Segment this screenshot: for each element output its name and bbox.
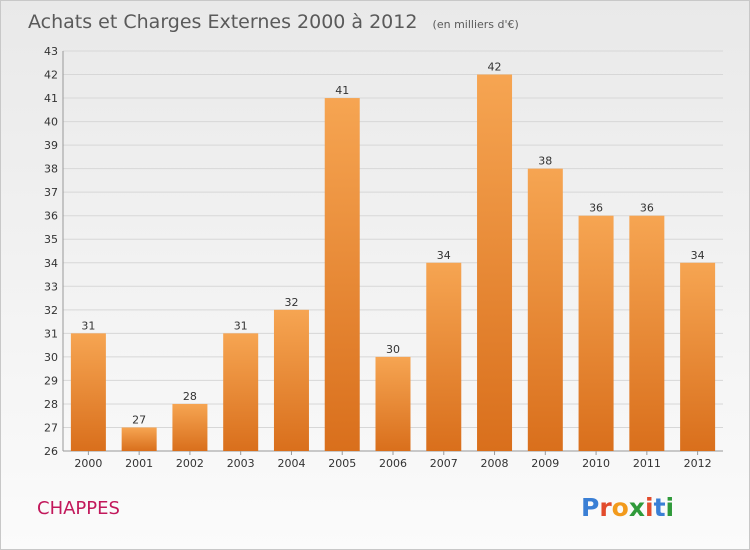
data-label-2006: 30 xyxy=(386,343,400,356)
logo-letter: i xyxy=(666,493,675,522)
chart-title: Achats et Charges Externes 2000 à 2012 xyxy=(28,11,417,33)
logo-letter: i xyxy=(645,493,654,522)
bar-2009 xyxy=(527,168,563,451)
data-label-2000: 31 xyxy=(81,319,95,332)
bar-2006 xyxy=(375,356,411,451)
x-tick-label-2005: 2005 xyxy=(328,457,356,470)
x-tick-label-2011: 2011 xyxy=(633,457,661,470)
x-tick-label-2009: 2009 xyxy=(531,457,559,470)
y-tick-label: 40 xyxy=(44,116,58,129)
logo-letter: o xyxy=(612,493,629,522)
x-tick-label-2001: 2001 xyxy=(125,457,153,470)
logo-letter: P xyxy=(581,493,599,522)
chart-title-group: Achats et Charges Externes 2000 à 2012 (… xyxy=(28,11,519,33)
y-tick-label: 39 xyxy=(44,139,58,152)
x-tick-label-2012: 2012 xyxy=(684,457,712,470)
bar-2008 xyxy=(477,74,513,451)
plot-area: 26 27 28 29 30 31 32 33 34 35 36 37 38 39 40 41 42 43 31 20… xyxy=(44,45,723,470)
y-tick-label: 37 xyxy=(44,186,58,199)
data-label-2003: 31 xyxy=(234,319,248,332)
y-tick-label: 43 xyxy=(44,45,58,58)
data-label-2008: 42 xyxy=(488,61,502,74)
y-tick-label: 28 xyxy=(44,398,58,411)
logo-letter: x xyxy=(629,493,645,522)
data-label-2009: 38 xyxy=(538,155,552,168)
x-tick-label-2010: 2010 xyxy=(582,457,610,470)
bar-2007 xyxy=(426,262,462,451)
x-tick-label-2000: 2000 xyxy=(74,457,102,470)
y-tick-label: 27 xyxy=(44,421,58,434)
bar-2005 xyxy=(324,98,360,451)
y-tick-label: 36 xyxy=(44,210,58,223)
y-tick-label: 26 xyxy=(44,445,58,458)
y-tick-label: 29 xyxy=(44,374,58,387)
bar-2003 xyxy=(223,333,259,451)
proxiti-logo: Proxiti xyxy=(581,493,674,522)
bar-2004 xyxy=(273,309,309,451)
data-label-2005: 41 xyxy=(335,84,349,97)
data-label-2002: 28 xyxy=(183,390,197,403)
logo-letter: t xyxy=(654,493,666,522)
data-label-2007: 34 xyxy=(437,249,451,262)
data-label-2001: 27 xyxy=(132,413,146,426)
y-tick-label: 30 xyxy=(44,351,58,364)
bar-2001 xyxy=(121,427,157,451)
x-tick-label-2007: 2007 xyxy=(430,457,458,470)
x-tick-label-2006: 2006 xyxy=(379,457,407,470)
y-tick-label: 38 xyxy=(44,163,58,176)
x-tick-label-2004: 2004 xyxy=(277,457,305,470)
x-tick-label-2008: 2008 xyxy=(481,457,509,470)
commune-name: CHAPPES xyxy=(37,498,120,519)
y-tick-label: 35 xyxy=(44,233,58,246)
logo-letter: r xyxy=(599,493,612,522)
bar-2012 xyxy=(680,262,716,451)
y-tick-label: 33 xyxy=(44,280,58,293)
y-tick-label: 32 xyxy=(44,304,58,317)
x-tick-label-2002: 2002 xyxy=(176,457,204,470)
data-label-2004: 32 xyxy=(284,296,298,309)
y-tick-label: 42 xyxy=(44,69,58,82)
bar-2002 xyxy=(172,403,208,451)
data-label-2011: 36 xyxy=(640,202,654,215)
chart-unit: (en milliers d'€) xyxy=(433,18,519,31)
bar-2000 xyxy=(70,333,106,451)
bar-2010 xyxy=(578,215,614,451)
y-tick-label: 31 xyxy=(44,327,58,340)
y-tick-label: 34 xyxy=(44,257,58,270)
y-tick-label: 41 xyxy=(44,92,58,105)
data-label-2012: 34 xyxy=(691,249,705,262)
x-tick-label-2003: 2003 xyxy=(227,457,255,470)
data-label-2010: 36 xyxy=(589,202,603,215)
bar-2011 xyxy=(629,215,665,451)
